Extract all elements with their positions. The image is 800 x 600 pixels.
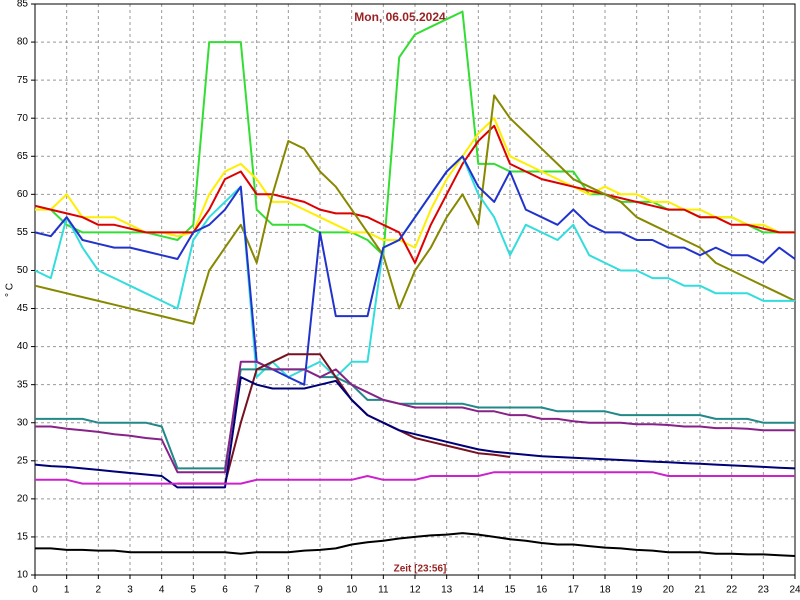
- y-tick-label: 65: [17, 151, 29, 162]
- x-axis-label: Zeit [23:56]: [394, 564, 447, 575]
- y-tick-label: 55: [17, 227, 29, 238]
- x-tick-label: 5: [191, 585, 197, 596]
- x-tick-label: 11: [378, 585, 389, 596]
- x-tick-label: 24: [789, 585, 800, 596]
- y-tick-label: 60: [17, 189, 29, 200]
- chart-title: Mon, 06.05.2024: [354, 10, 446, 24]
- y-tick-label: 15: [17, 532, 29, 543]
- y-tick-label: 85: [17, 0, 29, 10]
- x-tick-label: 10: [346, 585, 358, 596]
- x-tick-label: 12: [409, 585, 421, 596]
- x-tick-label: 0: [32, 585, 38, 596]
- x-tick-label: 17: [568, 585, 580, 596]
- series-line: [177, 353, 511, 485]
- x-tick-label: 14: [473, 585, 485, 596]
- series-line: [34, 124, 795, 264]
- series-line: [34, 155, 796, 386]
- series-line: [34, 94, 796, 325]
- y-tick-label: 70: [17, 113, 29, 124]
- x-tick-label: 2: [96, 585, 102, 596]
- x-tick-label: 4: [159, 585, 165, 596]
- x-tick-label: 1: [64, 585, 70, 596]
- series-line: [35, 532, 796, 557]
- x-tick-label: 22: [726, 585, 738, 596]
- x-tick-label: 16: [536, 585, 548, 596]
- x-tick-label: 18: [599, 585, 611, 596]
- x-tick-label: 23: [758, 585, 770, 596]
- y-tick-label: 40: [17, 341, 29, 352]
- plot-frame: [34, 3, 796, 576]
- x-tick-label: 21: [694, 585, 706, 596]
- y-tick-label: 45: [17, 303, 29, 314]
- x-tick-label: 13: [441, 585, 453, 596]
- y-tick-label: 50: [17, 265, 29, 276]
- x-tick-label: 9: [317, 585, 323, 596]
- y-tick-label: 35: [17, 379, 29, 390]
- series-line: [35, 471, 795, 485]
- x-tick-label: 15: [504, 585, 516, 596]
- x-tick-label: 19: [631, 585, 643, 596]
- series-line: [34, 376, 796, 489]
- y-tick-label: 25: [17, 455, 29, 466]
- x-tick-label: 6: [222, 585, 228, 596]
- y-tick-label: 10: [17, 570, 29, 581]
- series-line: [35, 360, 795, 474]
- y-tick-label: 20: [17, 494, 29, 505]
- y-axis-label: ° C: [5, 283, 16, 297]
- x-tick-label: 7: [254, 585, 260, 596]
- series-line: [35, 368, 795, 470]
- y-tick-label: 30: [17, 417, 29, 428]
- x-tick-label: 3: [127, 585, 133, 596]
- y-tick-label: 75: [17, 75, 29, 86]
- y-tick-label: 80: [17, 37, 29, 48]
- x-tick-label: 8: [286, 585, 292, 596]
- x-tick-label: 20: [663, 585, 675, 596]
